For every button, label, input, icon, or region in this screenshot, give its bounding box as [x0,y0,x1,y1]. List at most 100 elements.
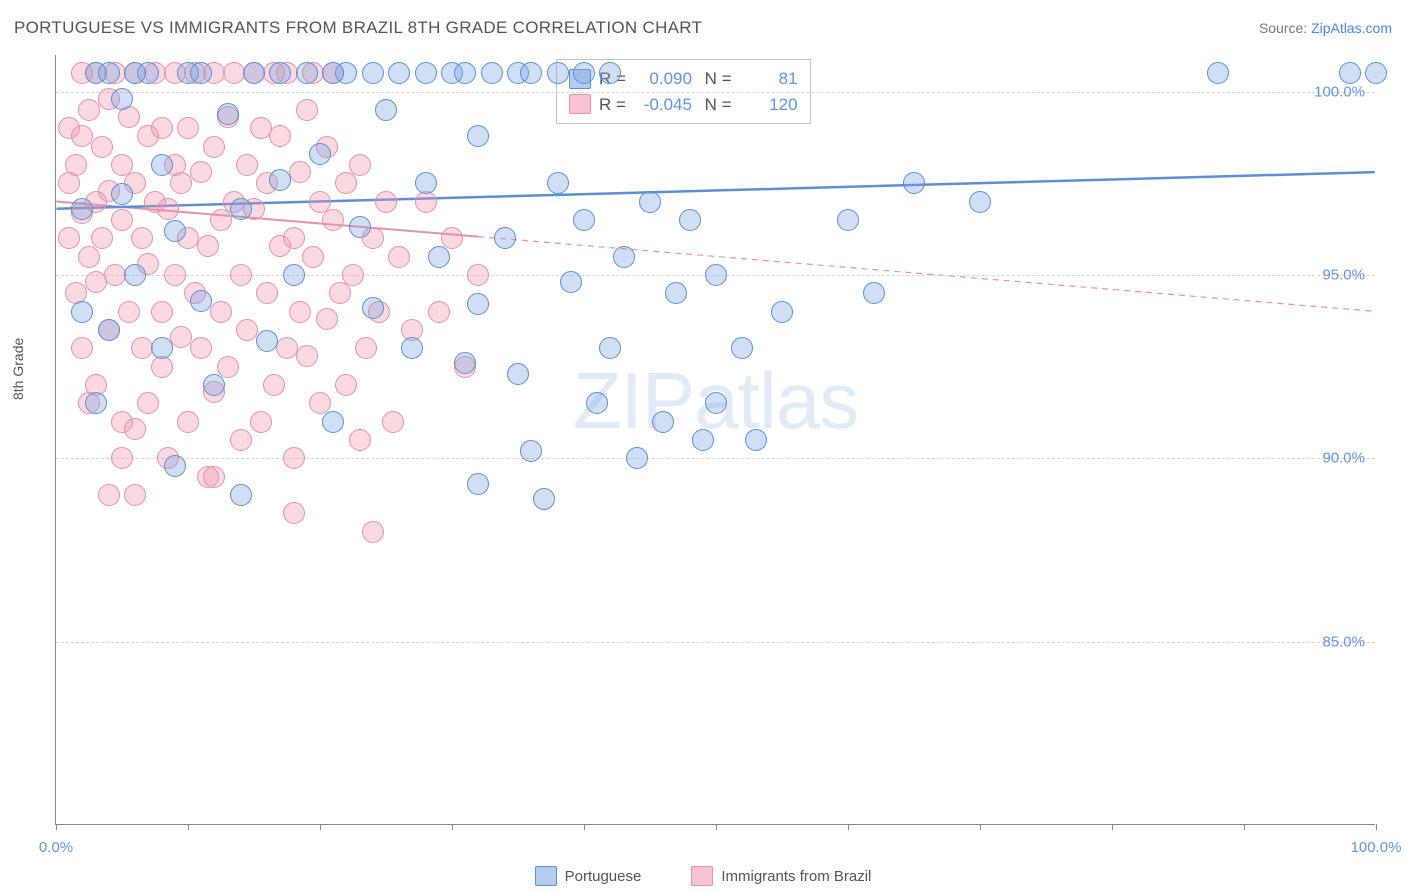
scatter-point-pink [151,301,173,323]
legend-label: Immigrants from Brazil [721,868,871,885]
scatter-point-blue [454,352,476,374]
scatter-point-pink [131,337,153,359]
scatter-point-blue [203,374,225,396]
scatter-point-pink [263,374,285,396]
scatter-point-blue [190,62,212,84]
scatter-point-pink [382,411,404,433]
scatter-point-blue [1339,62,1361,84]
xtick-mark [56,824,57,830]
scatter-point-pink [256,282,278,304]
scatter-point-blue [454,62,476,84]
scatter-point-pink [203,136,225,158]
scatter-point-pink [177,411,199,433]
scatter-point-blue [283,264,305,286]
scatter-point-blue [481,62,503,84]
scatter-point-pink [91,136,113,158]
scatter-point-pink [362,521,384,543]
scatter-point-blue [639,191,661,213]
scatter-point-blue [362,297,384,319]
scatter-point-blue [613,246,635,268]
legend-label: Portuguese [565,868,642,885]
scatter-point-blue [309,143,331,165]
scatter-point-pink [157,198,179,220]
scatter-point-blue [243,62,265,84]
source-label: Source: [1259,20,1311,36]
scatter-point-blue [190,290,212,312]
scatter-point-blue [467,473,489,495]
ytick-label: 85.0% [1322,633,1365,650]
xtick-label: 0.0% [39,839,73,856]
scatter-point-pink [111,447,133,469]
scatter-point-blue [269,169,291,191]
scatter-point-blue [560,271,582,293]
scatter-point-pink [71,337,93,359]
xtick-mark [1376,824,1377,830]
scatter-point-blue [494,227,516,249]
scatter-point-pink [289,301,311,323]
scatter-point-blue [679,209,701,231]
ytick-label: 95.0% [1322,267,1365,284]
scatter-point-pink [164,264,186,286]
scatter-point-blue [520,440,542,462]
scatter-point-blue [547,172,569,194]
scatter-point-pink [203,466,225,488]
scatter-point-pink [124,418,146,440]
xtick-mark [452,824,453,830]
scatter-point-blue [124,62,146,84]
scatter-point-blue [428,246,450,268]
scatter-point-blue [111,183,133,205]
scatter-point-blue [507,363,529,385]
scatter-point-blue [296,62,318,84]
scatter-point-pink [349,154,371,176]
scatter-point-blue [375,99,397,121]
scatter-point-blue [151,154,173,176]
scatter-point-pink [289,161,311,183]
scatter-point-pink [236,154,258,176]
scatter-point-pink [65,154,87,176]
scatter-point-blue [652,411,674,433]
scatter-point-blue [85,392,107,414]
scatter-point-blue [692,429,714,451]
scatter-point-blue [98,319,120,341]
scatter-point-blue [269,62,291,84]
scatter-point-blue [731,337,753,359]
scatter-point-pink [322,209,344,231]
scatter-point-blue [520,62,542,84]
scatter-point-pink [124,484,146,506]
header-bar: PORTUGUESE VS IMMIGRANTS FROM BRAZIL 8TH… [14,18,1392,38]
scatter-point-blue [705,392,727,414]
scatter-point-pink [98,484,120,506]
scatter-point-pink [197,235,219,257]
scatter-point-blue [467,125,489,147]
scatter-point-blue [164,220,186,242]
source-link[interactable]: ZipAtlas.com [1311,20,1392,36]
scatter-point-blue [362,62,384,84]
scatter-point-blue [230,484,252,506]
scatter-point-blue [533,488,555,510]
scatter-point-pink [85,271,107,293]
scatter-point-blue [388,62,410,84]
scatter-point-pink [375,191,397,213]
scatter-point-pink [329,282,351,304]
scatter-point-pink [190,161,212,183]
gridline-h [56,642,1375,643]
scatter-point-pink [104,264,126,286]
scatter-point-pink [316,308,338,330]
scatter-point-pink [210,209,232,231]
legend-item-portuguese: Portuguese [535,866,642,886]
scatter-point-blue [256,330,278,352]
xtick-mark [848,824,849,830]
scatter-point-blue [599,337,621,359]
scatter-point-pink [151,117,173,139]
scatter-point-blue [745,429,767,451]
scatter-point-pink [269,125,291,147]
scatter-point-pink [177,117,199,139]
scatter-point-pink [210,301,232,323]
scatter-point-pink [190,337,212,359]
swatch-blue [535,866,557,886]
ytick-label: 90.0% [1322,450,1365,467]
scatter-point-blue [322,62,344,84]
source: Source: ZipAtlas.com [1259,20,1392,36]
scatter-point-blue [71,198,93,220]
scatter-point-blue [903,172,925,194]
